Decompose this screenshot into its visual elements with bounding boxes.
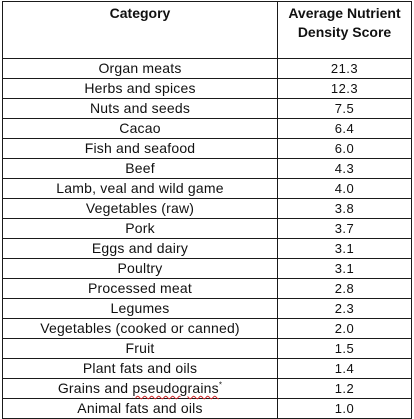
score-cell: 6.4 bbox=[277, 118, 412, 139]
table-body: Organ meats 21.3 Herbs and spices 12.3 Nut… bbox=[2, 58, 412, 419]
category-cell: Poultry bbox=[2, 258, 278, 279]
table-row: Beef 4.3 bbox=[2, 158, 412, 179]
score-cell: 2.8 bbox=[277, 278, 412, 299]
table-row: Animal fats and oils 1.0 bbox=[2, 398, 412, 419]
table-row: Grains and pseudograins* 1.2 bbox=[2, 378, 412, 399]
score-cell: 2.0 bbox=[277, 318, 412, 339]
table-row: Nuts and seeds 7.5 bbox=[2, 98, 412, 119]
category-cell: Fish and seafood bbox=[2, 138, 278, 159]
category-cell: Animal fats and oils bbox=[2, 398, 278, 419]
score-cell: 12.3 bbox=[277, 78, 412, 99]
category-cell: Processed meat bbox=[2, 278, 278, 299]
score-cell: 3.1 bbox=[277, 238, 412, 259]
footnote-marker: * bbox=[218, 380, 223, 390]
table-row: Poultry 3.1 bbox=[2, 258, 412, 279]
header-category: Category bbox=[2, 1, 278, 59]
score-cell: 1.4 bbox=[277, 358, 412, 379]
spellcheck-underlined-word: pseudograins bbox=[132, 380, 219, 396]
category-cell: Legumes bbox=[2, 298, 278, 319]
header-score: Average Nutrient Density Score bbox=[277, 1, 412, 59]
table-row: Fruit 1.5 bbox=[2, 338, 412, 359]
table-row: Eggs and dairy 3.1 bbox=[2, 238, 412, 259]
score-cell: 3.1 bbox=[277, 258, 412, 279]
table-row: Fish and seafood 6.0 bbox=[2, 138, 412, 159]
category-cell: Organ meats bbox=[2, 58, 278, 79]
table-row: Processed meat 2.8 bbox=[2, 278, 412, 299]
table-row: Organ meats 21.3 bbox=[2, 58, 412, 79]
category-cell: Nuts and seeds bbox=[2, 98, 278, 119]
table-row: Plant fats and oils 1.4 bbox=[2, 358, 412, 379]
score-cell: 1.5 bbox=[277, 338, 412, 359]
category-cell: Grains and pseudograins* bbox=[2, 378, 278, 399]
category-cell: Vegetables (raw) bbox=[2, 198, 278, 219]
category-cell: Herbs and spices bbox=[2, 78, 278, 99]
table-row: Herbs and spices 12.3 bbox=[2, 78, 412, 99]
table-row: Lamb, veal and wild game 4.0 bbox=[2, 178, 412, 199]
grains-label: Grains and pseudograins bbox=[57, 380, 219, 396]
table-row: Pork 3.7 bbox=[2, 218, 412, 239]
table-row: Vegetables (raw) 3.8 bbox=[2, 198, 412, 219]
score-cell: 21.3 bbox=[277, 58, 412, 79]
score-cell: 7.5 bbox=[277, 98, 412, 119]
category-cell: Pork bbox=[2, 218, 278, 239]
header-row: Category Average Nutrient Density Score bbox=[2, 1, 412, 59]
category-cell: Beef bbox=[2, 158, 278, 179]
score-cell: 4.0 bbox=[277, 178, 412, 199]
category-cell: Lamb, veal and wild game bbox=[2, 178, 278, 199]
category-cell: Fruit bbox=[2, 338, 278, 359]
score-cell: 2.3 bbox=[277, 298, 412, 319]
table-row: Legumes 2.3 bbox=[2, 298, 412, 319]
score-cell: 4.3 bbox=[277, 158, 412, 179]
category-cell: Plant fats and oils bbox=[2, 358, 278, 379]
score-cell: 1.0 bbox=[277, 398, 412, 419]
score-cell: 6.0 bbox=[277, 138, 412, 159]
score-cell: 3.7 bbox=[277, 218, 412, 239]
category-cell: Vegetables (cooked or canned) bbox=[2, 318, 278, 339]
table-row: Vegetables (cooked or canned) 2.0 bbox=[2, 318, 412, 339]
table-row: Cacao 6.4 bbox=[2, 118, 412, 139]
score-cell: 1.2 bbox=[277, 378, 412, 399]
category-cell: Eggs and dairy bbox=[2, 238, 278, 259]
category-cell: Cacao bbox=[2, 118, 278, 139]
score-cell: 3.8 bbox=[277, 198, 412, 219]
